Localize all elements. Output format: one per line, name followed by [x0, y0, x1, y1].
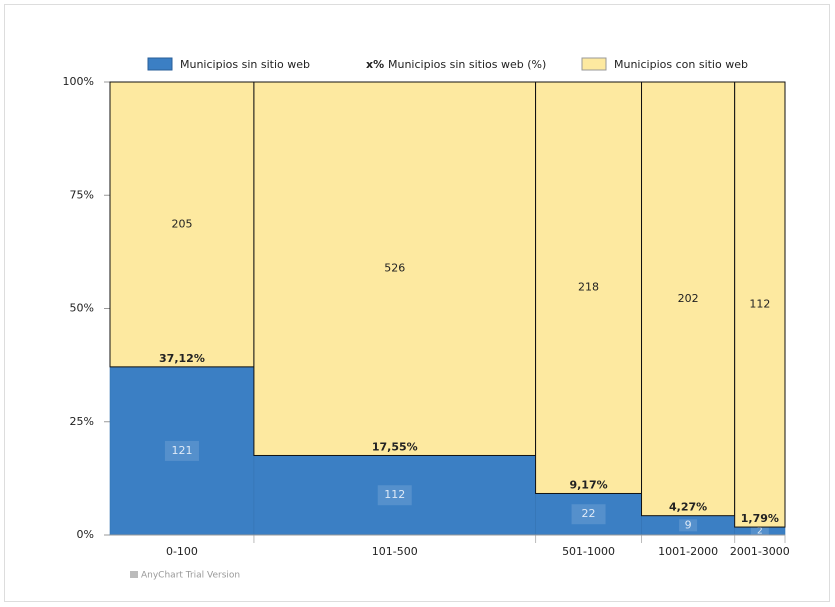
watermark: AnyChart Trial Version [141, 571, 240, 581]
data-label: 2 [757, 527, 763, 537]
bar-segment [734, 81, 786, 528]
data-label: 202 [678, 292, 699, 305]
x-tick-label: 1001-2000 [658, 545, 718, 558]
data-label-bg [377, 485, 412, 506]
x-tick-label: 2001-3000 [730, 545, 790, 558]
legend-swatch [147, 57, 173, 71]
x-tick-label: 101-500 [372, 545, 418, 558]
y-tick-label: 100% [63, 75, 94, 88]
data-label: 205 [171, 217, 192, 230]
percent-label: 9,17% [569, 478, 607, 491]
bar-segment [253, 81, 537, 456]
data-label-bg [164, 440, 199, 461]
legend-label: Municipios sin sitio web [180, 58, 310, 71]
data-label: 22 [582, 507, 596, 520]
data-label-bg [679, 519, 698, 532]
x-tick-label: 0-100 [166, 545, 198, 558]
percent-label: 1,79% [741, 512, 779, 525]
data-label: 9 [685, 518, 692, 531]
percent-label: 4,27% [669, 501, 707, 514]
y-tick-label: 75% [70, 188, 94, 201]
legend-label: Municipios sin sitios web (%) [388, 58, 546, 71]
percent-label: 17,55% [372, 440, 418, 453]
data-label-bg [571, 504, 606, 525]
data-label-bg [750, 527, 769, 535]
bar-segment [109, 81, 255, 368]
data-label: 218 [578, 281, 599, 294]
legend-swatch [581, 57, 607, 71]
legend-label: Municipios con sitio web [614, 58, 748, 71]
percent-label: 37,12% [159, 352, 205, 365]
watermark-icon [130, 571, 138, 578]
legend-symbol: x% [366, 58, 384, 71]
data-label: 121 [171, 444, 192, 457]
data-label: 112 [384, 488, 405, 501]
bar-segment [641, 81, 736, 517]
y-tick-label: 25% [70, 415, 94, 428]
data-label: 112 [749, 298, 770, 311]
y-tick-label: 50% [70, 302, 94, 315]
x-tick-label: 501-1000 [562, 545, 615, 558]
data-label: 526 [384, 262, 405, 275]
bar-segment [535, 81, 643, 494]
y-tick-label: 0% [77, 528, 94, 541]
